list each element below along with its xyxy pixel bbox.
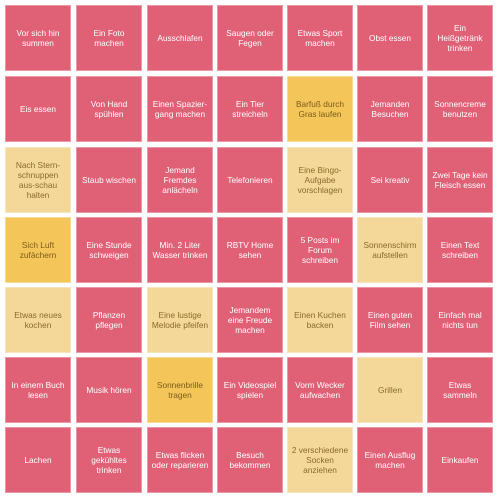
bingo-cell[interactable]: Einen Spazier-gang machen xyxy=(147,76,213,142)
bingo-cell[interactable]: Einen Ausflug machen xyxy=(357,427,423,493)
bingo-cell[interactable]: Min. 2 Liter Wasser trinken xyxy=(147,217,213,283)
bingo-cell[interactable]: RBTV Home sehen xyxy=(217,217,283,283)
bingo-cell-label: Etwas gekühltes trinken xyxy=(91,445,127,475)
bingo-cell[interactable]: Sich Luft zufächern xyxy=(5,217,71,283)
bingo-cell[interactable]: Jemanden Besuchen xyxy=(357,76,423,142)
bingo-cell-label: Min. 2 Liter Wasser trinken xyxy=(152,240,208,260)
bingo-cell-label: Sonnenbrille tragen xyxy=(156,380,204,400)
bingo-cell-label: Jemanden Besuchen xyxy=(370,99,410,119)
bingo-cell-label: Einen guten Film sehen xyxy=(367,310,413,330)
bingo-cell-label: Jemand Fremdes anlächeln xyxy=(162,165,198,195)
bingo-cell-label: Eine Bingo-Aufgabe vorschlagen xyxy=(297,165,343,195)
bingo-cell[interactable]: Etwas flicken oder reparieren xyxy=(147,427,213,493)
bingo-cell[interactable]: Eis essen xyxy=(5,76,71,142)
bingo-cell[interactable]: Etwas sammeln xyxy=(427,357,493,423)
bingo-cell-label: Grillen xyxy=(378,385,402,395)
bingo-cell-label: Einen Kuchen backen xyxy=(294,310,346,330)
bingo-cell-label: Etwas neues kochen xyxy=(14,310,62,330)
bingo-cell-label: Vor sich hin summen xyxy=(16,28,60,48)
bingo-cell-label: Nach Stern-schnuppen aus-schau halten xyxy=(15,160,61,200)
bingo-cell-label: Pflanzen pflegen xyxy=(92,310,126,330)
bingo-cell[interactable]: Ausschlafen xyxy=(147,5,213,71)
bingo-cell-label: Etwas flicken oder reparieren xyxy=(151,450,209,470)
bingo-cell-label: Eine Stunde schweigen xyxy=(86,240,132,260)
bingo-cell-label: Etwas Sport machen xyxy=(297,28,343,48)
bingo-cell-label: Ausschlafen xyxy=(157,33,203,43)
bingo-cell[interactable]: Eine Bingo-Aufgabe vorschlagen xyxy=(287,147,353,213)
bingo-cell[interactable]: Besuch bekommen xyxy=(217,427,283,493)
bingo-cell[interactable]: Obst essen xyxy=(357,5,423,71)
bingo-cell[interactable]: Telefonieren xyxy=(217,147,283,213)
bingo-cell-label: Vorm Wecker aufwachen xyxy=(295,380,345,400)
bingo-cell-label: Sonnencreme benutzen xyxy=(434,99,486,119)
bingo-cell-label: Einkaufen xyxy=(441,455,479,465)
bingo-cell[interactable]: Nach Stern-schnuppen aus-schau halten xyxy=(5,147,71,213)
bingo-cell-label: Eis essen xyxy=(20,104,56,114)
bingo-cell[interactable]: In einem Buch lesen xyxy=(5,357,71,423)
bingo-cell-label: Sei kreativ xyxy=(370,175,410,185)
bingo-cell-label: Einfach mal nichts tun xyxy=(438,310,482,330)
bingo-cell[interactable]: Ein Tier streicheln xyxy=(217,76,283,142)
bingo-cell-label: Einen Spazier-gang machen xyxy=(152,99,208,119)
bingo-cell-label: Lachen xyxy=(24,455,52,465)
bingo-cell[interactable]: Staub wischen xyxy=(76,147,142,213)
bingo-cell-label: Sonnenschirm aufstellen xyxy=(363,240,417,260)
bingo-cell-label: Einen Ausflug machen xyxy=(364,450,416,470)
bingo-cell[interactable]: Etwas Sport machen xyxy=(287,5,353,71)
bingo-cell-label: Zwei Tage kein Fleisch essen xyxy=(432,170,488,190)
bingo-cell[interactable]: Von Hand spühlen xyxy=(76,76,142,142)
bingo-cell[interactable]: Saugen oder Fegen xyxy=(217,5,283,71)
bingo-cell[interactable]: Musik hören xyxy=(76,357,142,423)
bingo-cell[interactable]: Sei kreativ xyxy=(357,147,423,213)
bingo-cell[interactable]: Zwei Tage kein Fleisch essen xyxy=(427,147,493,213)
bingo-cell-label: Musik hören xyxy=(86,385,132,395)
bingo-cell[interactable]: Einen Text schreiben xyxy=(427,217,493,283)
bingo-cell-label: Einen Text schreiben xyxy=(440,240,480,260)
bingo-cell[interactable]: Vorm Wecker aufwachen xyxy=(287,357,353,423)
bingo-cell[interactable]: Sonnenschirm aufstellen xyxy=(357,217,423,283)
bingo-cell[interactable]: Ein Heißgetränk trinken xyxy=(427,5,493,71)
bingo-cell[interactable]: Lachen xyxy=(5,427,71,493)
bingo-cell[interactable]: Einfach mal nichts tun xyxy=(427,287,493,353)
bingo-cell[interactable]: Sonnenbrille tragen xyxy=(147,357,213,423)
bingo-cell[interactable]: Jemand Fremdes anlächeln xyxy=(147,147,213,213)
bingo-cell-label: Besuch bekommen xyxy=(229,450,271,470)
bingo-cell[interactable]: Einen guten Film sehen xyxy=(357,287,423,353)
bingo-cell[interactable]: Grillen xyxy=(357,357,423,423)
bingo-cell[interactable]: Eine Stunde schweigen xyxy=(76,217,142,283)
bingo-cell[interactable]: Etwas gekühltes trinken xyxy=(76,427,142,493)
bingo-cell[interactable]: Sonnencreme benutzen xyxy=(427,76,493,142)
bingo-cell[interactable]: Barfuß durch Gras laufen xyxy=(287,76,353,142)
bingo-cell-label: Ein Heißgetränk trinken xyxy=(437,23,483,53)
bingo-cell[interactable]: Vor sich hin summen xyxy=(5,5,71,71)
bingo-cell[interactable]: Ein Foto machen xyxy=(76,5,142,71)
bingo-cell-label: Eine lustige Melodie pfeifen xyxy=(151,310,209,330)
bingo-cell-label: 2 verschiedene Socken anziehen xyxy=(291,445,349,475)
bingo-cell[interactable]: 2 verschiedene Socken anziehen xyxy=(287,427,353,493)
bingo-cell[interactable]: Einkaufen xyxy=(427,427,493,493)
bingo-cell[interactable]: Eine lustige Melodie pfeifen xyxy=(147,287,213,353)
bingo-cell-label: Ein Foto machen xyxy=(93,28,125,48)
bingo-cell-label: 5 Posts im Forum schreiben xyxy=(300,235,340,265)
bingo-cell-label: Barfuß durch Gras laufen xyxy=(296,99,344,119)
bingo-cell[interactable]: Etwas neues kochen xyxy=(5,287,71,353)
bingo-cell[interactable]: 5 Posts im Forum schreiben xyxy=(287,217,353,283)
bingo-cell[interactable]: Jemandem eine Freude machen xyxy=(217,287,283,353)
bingo-cell[interactable]: Einen Kuchen backen xyxy=(287,287,353,353)
bingo-cell-label: Jemandem eine Freude machen xyxy=(227,305,273,335)
bingo-cell-label: Ein Tier streicheln xyxy=(232,99,268,119)
bingo-cell-label: Telefonieren xyxy=(227,175,273,185)
bingo-cell-label: Sich Luft zufächern xyxy=(19,240,57,260)
bingo-cell-label: Ein Videospiel spielen xyxy=(223,380,277,400)
bingo-cell[interactable]: Ein Videospiel spielen xyxy=(217,357,283,423)
bingo-cell[interactable]: Pflanzen pflegen xyxy=(76,287,142,353)
bingo-cell-label: In einem Buch lesen xyxy=(11,380,65,400)
bingo-cell-label: Etwas sammeln xyxy=(443,380,477,400)
bingo-cell-label: Von Hand spühlen xyxy=(90,99,128,119)
bingo-cell-label: Saugen oder Fegen xyxy=(226,28,274,48)
bingo-cell-label: Obst essen xyxy=(369,33,411,43)
bingo-cell-label: RBTV Home sehen xyxy=(226,240,274,260)
bingo-cell-label: Staub wischen xyxy=(82,175,136,185)
